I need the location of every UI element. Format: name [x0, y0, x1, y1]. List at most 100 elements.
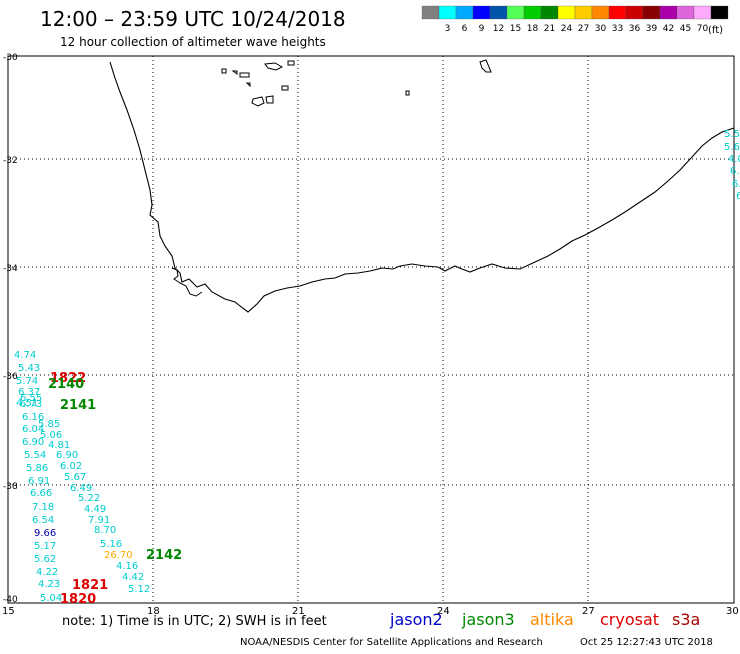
swh-value: 7.18	[32, 502, 54, 513]
longitude-tick-label: 27	[582, 606, 595, 617]
legend-tick-label: 18	[527, 24, 539, 34]
legend-tick-label: 9	[479, 24, 485, 34]
legend-tick-label: 3	[445, 24, 451, 34]
legend-swatch	[642, 5, 661, 20]
swh-value: 6	[736, 191, 740, 202]
swh-value: 6.	[732, 179, 740, 190]
swh-value: 5.43	[18, 363, 40, 374]
legend-tick-label: 39	[646, 24, 658, 34]
longitude-tick-label: 21	[292, 606, 305, 617]
coastline-detail	[171, 267, 203, 297]
swh-value: 6.55	[20, 393, 42, 404]
swh-value: 6.66	[30, 488, 52, 499]
swh-value: 8.70	[94, 525, 116, 536]
swh-value: 4.81	[48, 440, 70, 451]
inland-water-bodies	[221, 59, 492, 107]
legend-tick-label: 27	[578, 24, 589, 34]
legend-swatch	[421, 5, 440, 20]
legend-swatch	[625, 5, 644, 20]
latitude-tick-label: -36	[3, 372, 18, 382]
legend-swatch	[574, 5, 593, 20]
legend-tick-label: 36	[629, 24, 641, 34]
swh-observations: 4.74 5.43 5.746.376.556.734.515.856.166.04…	[14, 129, 740, 604]
latitude-tick-label: -40	[3, 595, 18, 605]
swh-value: 4.22	[36, 567, 58, 578]
satellite-legend-item: jason2	[389, 610, 443, 629]
swh-value: 4.23	[38, 579, 60, 590]
latitude-tick-label: -30	[3, 53, 18, 63]
legend-unit-label: (ft)	[708, 25, 723, 36]
swh-value: 6.73	[20, 399, 42, 410]
legend-tick-label: 6	[462, 24, 468, 34]
latitude-tick-label: -34	[3, 264, 18, 274]
latitude-tick-label: -32	[3, 156, 18, 166]
swh-value: 5.62	[34, 554, 56, 565]
legend-tick-label: 12	[493, 24, 504, 34]
swh-value: 4.16	[116, 561, 138, 572]
swh-value: 5.6	[724, 142, 740, 153]
swh-value: 5.54	[24, 450, 46, 461]
swh-value: 6.90	[22, 437, 44, 448]
legend-swatch	[472, 5, 491, 20]
swh-value: 5.12	[128, 584, 150, 595]
legend-swatch	[489, 5, 508, 20]
pass-time-label: 2140	[48, 377, 84, 392]
swh-value: 5.06	[40, 430, 62, 441]
pass-time-label: 1820	[60, 592, 96, 607]
legend-tick-label: 15	[510, 24, 521, 34]
legend-tick-label: 24	[561, 24, 573, 34]
swh-value: 6.54	[32, 515, 54, 526]
swh-value: 5.22	[78, 493, 100, 504]
map-grid: 15 18 21 24 27 30-30-32-34-36-38-40	[2, 53, 739, 617]
swh-value: 5.04	[40, 593, 62, 604]
swh-value: 4.51	[16, 398, 38, 409]
swh-value: 5.56	[724, 129, 740, 140]
map-frame	[7, 55, 735, 604]
swh-value: 6.91	[28, 476, 50, 487]
swh-value: 4.74	[14, 350, 36, 361]
legend-swatch	[693, 5, 712, 20]
pass-time-label: 2142	[146, 548, 182, 563]
longitude-tick-label: 18	[147, 606, 160, 617]
swh-value: 4.0	[728, 154, 740, 165]
footer-credit: NOAA/NESDIS Center for Satellite Applica…	[240, 637, 543, 648]
longitude-tick-label: 15	[2, 606, 15, 617]
swh-value: 5.85	[38, 419, 60, 430]
swh-value: 6.04	[22, 424, 44, 435]
legend-tick-label: 70	[697, 24, 709, 34]
swh-value: 5.74	[16, 376, 38, 387]
color-scale-legend: 3 6 9 12 15 18 21 24 27 30 33 36 39 42 45 70	[421, 5, 729, 34]
swh-value: 5.86	[26, 463, 48, 474]
legend-swatch	[438, 5, 457, 20]
footer-note: note: 1) Time is in UTC; 2) SWH is in fe…	[62, 614, 327, 629]
swh-value: 7.91	[88, 515, 110, 526]
legend-swatch	[676, 5, 695, 20]
legend-tick-label: 21	[544, 24, 555, 34]
footer-timestamp: Oct 25 12:27:43 UTC 2018	[580, 637, 713, 648]
legend-swatch	[710, 5, 729, 20]
swh-value: 5.67	[64, 472, 86, 483]
coastline-southern-africa	[109, 61, 735, 313]
swh-value: 26.70	[104, 550, 133, 561]
swh-value: 5.16	[100, 539, 122, 550]
legend-tick-label: 33	[612, 24, 623, 34]
swh-value: 5.17	[34, 541, 56, 552]
swh-value: 6.37	[18, 387, 40, 398]
legend-swatch	[455, 5, 474, 20]
legend-tick-label: 42	[663, 24, 674, 34]
satellite-legend-item: s3a	[672, 610, 700, 629]
longitude-tick-label: 24	[437, 606, 450, 617]
page-title: 12:00 – 23:59 UTC 10/24/2018	[40, 7, 346, 31]
latitude-tick-label: -38	[3, 482, 18, 492]
swh-value: 6.02	[60, 461, 82, 472]
swh-value: 6.	[730, 166, 740, 177]
legend-swatch	[523, 5, 542, 20]
satellite-legend-item: altika	[530, 610, 574, 629]
legend-swatch	[591, 5, 610, 20]
swh-value: 6.16	[22, 412, 44, 423]
satellite-legend-item: jason3	[461, 610, 515, 629]
legend-tick-label: 30	[595, 24, 607, 34]
satellite-legend: jason2 jason3 altika cryosat s3a	[389, 610, 700, 629]
